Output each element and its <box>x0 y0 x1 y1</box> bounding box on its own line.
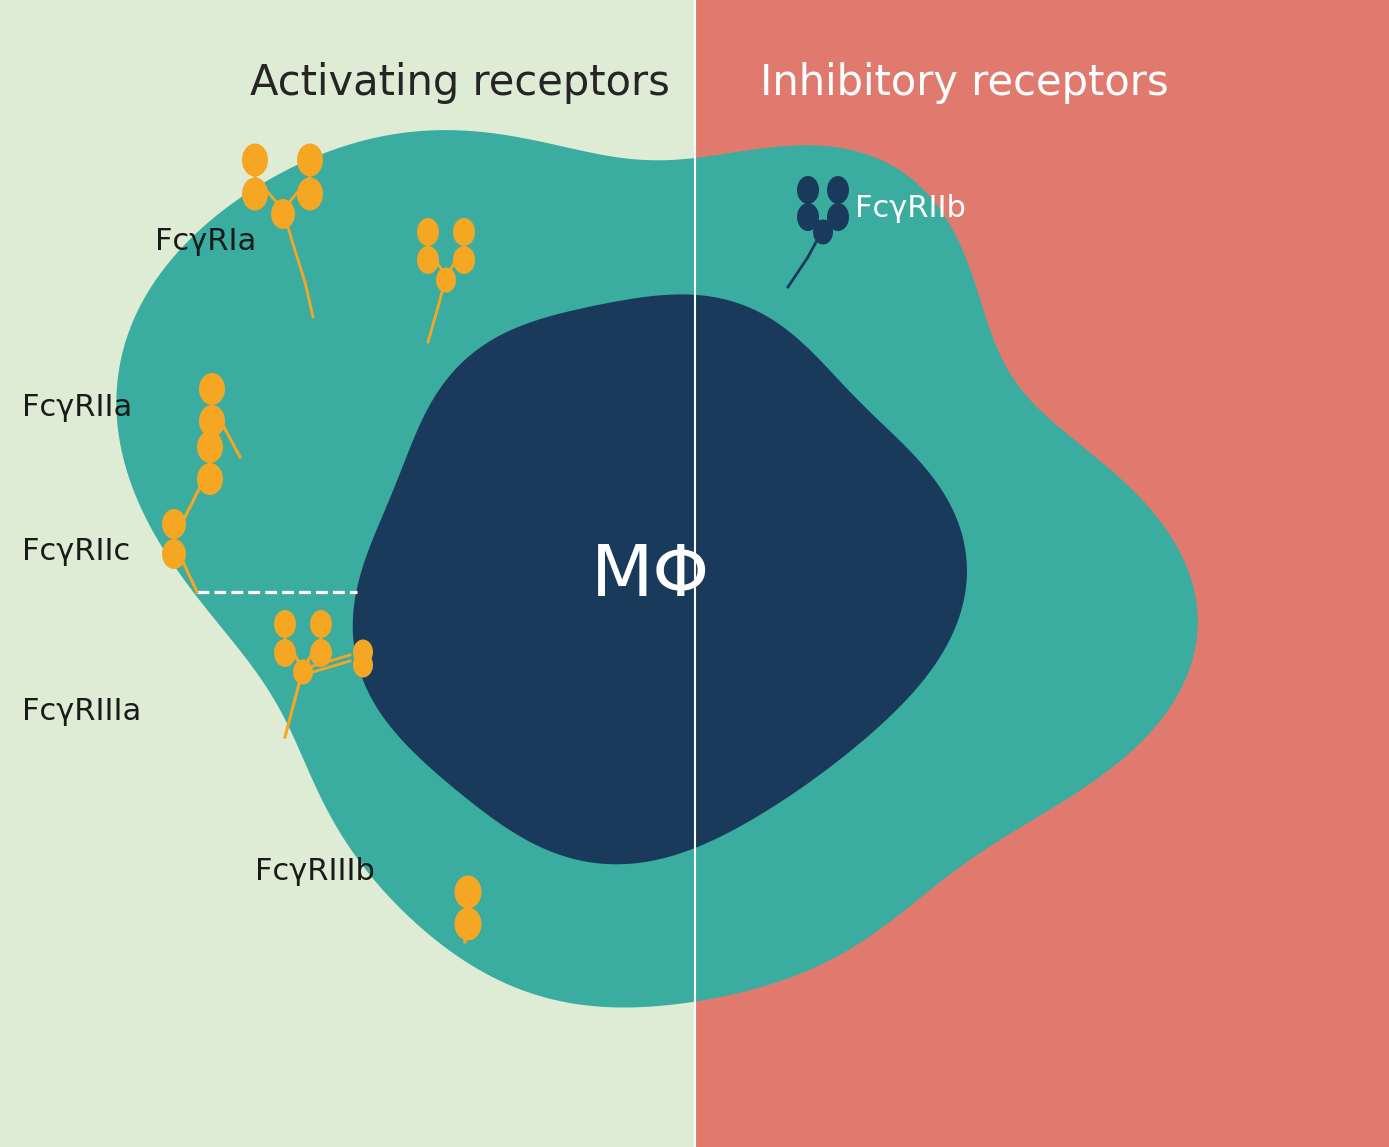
Ellipse shape <box>417 245 439 274</box>
Polygon shape <box>117 130 1197 1007</box>
Ellipse shape <box>293 660 313 685</box>
Ellipse shape <box>199 373 225 405</box>
Ellipse shape <box>274 639 296 668</box>
Text: FcγRIIc: FcγRIIc <box>22 538 131 567</box>
Ellipse shape <box>297 143 324 177</box>
Polygon shape <box>353 295 967 865</box>
Ellipse shape <box>454 907 482 941</box>
Ellipse shape <box>197 431 224 463</box>
Text: Activating receptors: Activating receptors <box>250 62 669 104</box>
Text: FcγRIIa: FcγRIIa <box>22 392 132 421</box>
Ellipse shape <box>797 175 820 204</box>
Ellipse shape <box>826 203 849 231</box>
Ellipse shape <box>163 539 186 569</box>
Ellipse shape <box>197 463 224 496</box>
Text: FcγRIIIa: FcγRIIIa <box>22 697 142 726</box>
Ellipse shape <box>417 218 439 245</box>
Text: FcγRIIb: FcγRIIb <box>856 195 965 224</box>
Ellipse shape <box>436 267 456 292</box>
Ellipse shape <box>163 509 186 539</box>
Ellipse shape <box>453 218 475 245</box>
Ellipse shape <box>454 875 482 908</box>
Ellipse shape <box>826 175 849 204</box>
Ellipse shape <box>353 640 374 664</box>
Bar <box>0 0 694 1147</box>
Text: FcγRIIIb: FcγRIIIb <box>256 858 375 887</box>
Ellipse shape <box>271 198 294 229</box>
Ellipse shape <box>453 245 475 274</box>
Ellipse shape <box>797 203 820 231</box>
Text: FcγRIa: FcγRIa <box>156 227 256 257</box>
Text: MΦ: MΦ <box>590 543 710 611</box>
Ellipse shape <box>310 610 332 638</box>
Ellipse shape <box>242 178 268 211</box>
Ellipse shape <box>199 405 225 437</box>
Ellipse shape <box>242 143 268 177</box>
Ellipse shape <box>297 178 324 211</box>
Ellipse shape <box>353 653 374 678</box>
Bar <box>694 0 1389 1147</box>
Ellipse shape <box>310 639 332 668</box>
Text: Inhibitory receptors: Inhibitory receptors <box>760 62 1168 104</box>
Ellipse shape <box>274 610 296 638</box>
Ellipse shape <box>813 219 833 244</box>
